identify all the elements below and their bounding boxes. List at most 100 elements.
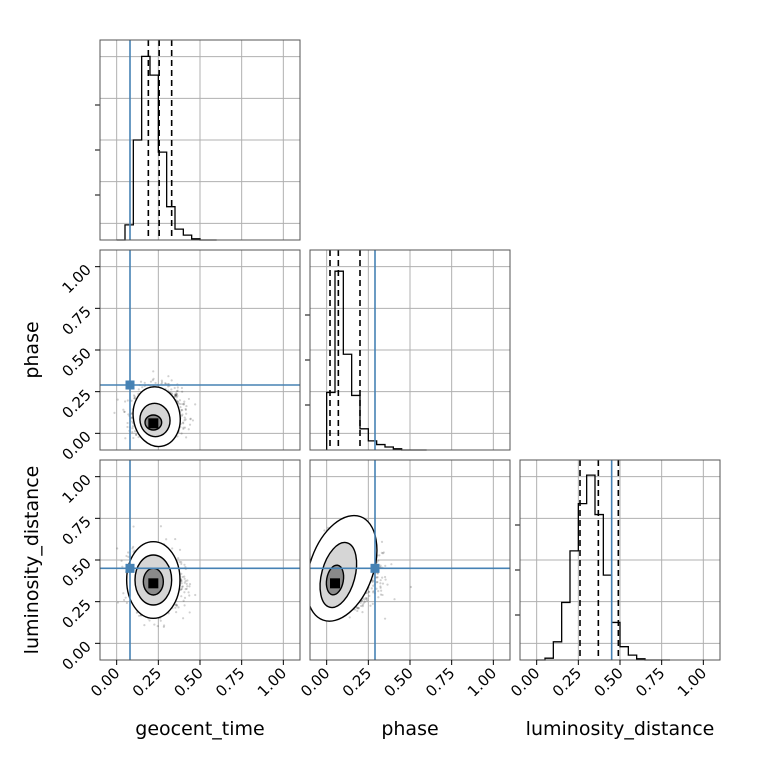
scatter-point bbox=[381, 552, 385, 555]
scatter-point bbox=[135, 433, 138, 436]
x-tick-label: 0.75 bbox=[632, 664, 668, 700]
scatter-point bbox=[116, 547, 119, 550]
scatter-point bbox=[159, 525, 163, 528]
scatter-point bbox=[183, 577, 186, 580]
scatter-point bbox=[372, 584, 375, 587]
scatter-point bbox=[127, 555, 130, 558]
panel-frame bbox=[309, 249, 511, 451]
scatter-point bbox=[178, 548, 182, 551]
y-axis-label-phase: phase bbox=[21, 321, 43, 378]
scatter-point bbox=[360, 604, 363, 608]
scatter-point bbox=[369, 604, 372, 607]
scatter-content bbox=[100, 250, 300, 450]
histogram-panel-luminosity_distance bbox=[515, 459, 721, 661]
x-tick-label: 0.00 bbox=[297, 664, 333, 700]
scatter-point bbox=[383, 617, 387, 620]
scatter-point bbox=[177, 557, 180, 560]
scatter-point bbox=[356, 607, 359, 610]
scatter-point bbox=[174, 394, 178, 397]
scatter-point bbox=[380, 589, 383, 592]
scatter-point bbox=[359, 601, 362, 604]
scatter-point bbox=[123, 410, 126, 414]
scatter-point bbox=[174, 395, 177, 398]
scatter-content bbox=[100, 460, 300, 660]
y-tick-label: 0.25 bbox=[58, 386, 94, 422]
scatter-point bbox=[137, 435, 140, 439]
scatter-point bbox=[372, 590, 375, 593]
scatter-point bbox=[174, 394, 177, 397]
scatter-point bbox=[182, 427, 185, 431]
scatter-point bbox=[121, 565, 124, 568]
scatter-point bbox=[123, 400, 127, 403]
scatter-point bbox=[376, 580, 379, 584]
scatter-point bbox=[183, 400, 186, 403]
scatter-point bbox=[132, 436, 135, 440]
scatter-point bbox=[175, 396, 178, 399]
scatter-point bbox=[141, 386, 144, 389]
scatter-point bbox=[132, 525, 135, 528]
scatter-point bbox=[380, 540, 384, 543]
scatter-point bbox=[175, 389, 179, 393]
scatter-point bbox=[187, 591, 190, 594]
x-tick-label: 0.00 bbox=[87, 664, 123, 700]
scatter-point bbox=[180, 587, 184, 590]
scatter-point bbox=[188, 585, 191, 588]
scatter-point bbox=[180, 595, 183, 598]
scatter-point bbox=[181, 413, 184, 416]
scatter-point bbox=[125, 554, 128, 558]
scatter-point bbox=[361, 603, 364, 606]
y-tick-label: 1.00 bbox=[58, 471, 94, 507]
scatter-point bbox=[367, 590, 370, 593]
scatter-point bbox=[377, 596, 380, 599]
scatter-point bbox=[378, 554, 381, 557]
scatter-point bbox=[180, 560, 183, 564]
scatter-point bbox=[181, 585, 184, 588]
y-tick-label: 0.25 bbox=[58, 596, 94, 632]
scatter-point bbox=[173, 393, 176, 396]
scatter-point bbox=[179, 405, 182, 409]
scatter-point bbox=[176, 400, 180, 404]
scatter-point bbox=[176, 435, 179, 438]
scatter-point bbox=[409, 585, 413, 589]
scatter-point bbox=[175, 604, 178, 607]
scatter-point bbox=[185, 582, 188, 585]
scatter-point bbox=[383, 575, 387, 579]
scatter-point bbox=[181, 408, 184, 412]
scatter-point bbox=[116, 601, 120, 604]
scatter-point bbox=[379, 564, 382, 567]
truth-marker bbox=[125, 563, 135, 573]
scatter-point bbox=[132, 394, 136, 397]
scatter-point bbox=[365, 597, 368, 600]
scatter-point bbox=[123, 598, 126, 602]
scatter-point bbox=[376, 576, 379, 579]
scatter-point bbox=[188, 582, 192, 586]
histogram-panel-geocent_time bbox=[95, 39, 301, 241]
scatter-point bbox=[159, 619, 162, 622]
scatter-point bbox=[362, 602, 365, 605]
scatter-point bbox=[131, 425, 135, 428]
scatter-panel-geocent_time-luminosity_distance bbox=[99, 459, 301, 661]
y-tick-label: 0.75 bbox=[58, 302, 94, 338]
scatter-point bbox=[181, 390, 184, 393]
scatter-point bbox=[135, 611, 138, 614]
scatter-point bbox=[371, 580, 374, 584]
scatter-point bbox=[376, 572, 379, 575]
scatter-point bbox=[381, 593, 384, 597]
x-tick-label: 0.00 bbox=[507, 664, 543, 700]
scatter-point bbox=[189, 418, 192, 421]
scatter-point bbox=[393, 598, 396, 601]
scatter-point bbox=[184, 588, 187, 591]
scatter-point bbox=[131, 547, 134, 550]
scatter-point bbox=[379, 585, 382, 588]
scatter-point bbox=[379, 593, 383, 596]
scatter-point bbox=[170, 379, 173, 382]
scatter-point bbox=[174, 393, 177, 397]
scatter-point bbox=[182, 402, 186, 405]
x-tick-label: 1.00 bbox=[674, 664, 710, 700]
scatter-point bbox=[131, 420, 134, 423]
scatter-point bbox=[164, 382, 167, 385]
x-axis-label-geocent_time: geocent_time bbox=[135, 718, 264, 740]
scatter-point bbox=[162, 624, 166, 627]
scatter-point bbox=[120, 559, 123, 562]
